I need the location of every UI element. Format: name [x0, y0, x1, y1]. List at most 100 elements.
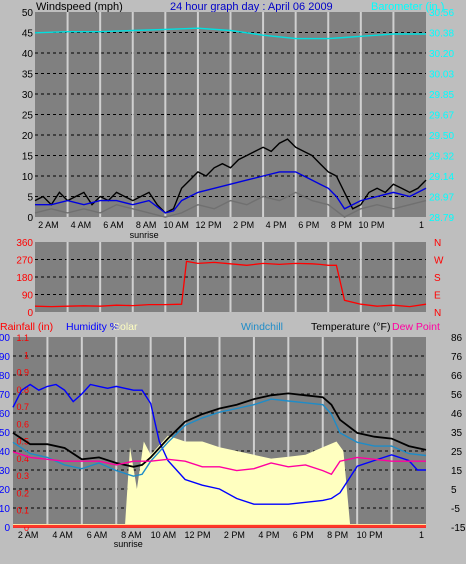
- axis-tick-label: 35: [22, 70, 34, 81]
- time-tick-label: 6 PM: [293, 530, 314, 540]
- axis-tick-label: 30.20: [429, 49, 454, 60]
- wind-series: [34, 27, 427, 218]
- rainfall-tick-label: 1.1: [16, 333, 29, 343]
- wind-time-labels: 2 AM 4 AM 6 AM 8 AM 10 AM 12 PM 2 PM 4 PM 6 PM 8 …: [38, 220, 424, 230]
- axis-tick-label: 100: [0, 333, 10, 344]
- temperature-panel: Rainfall (in) Humidity %Solar Windchill Tem…: [0, 321, 466, 549]
- windspeed-average-line: [35, 171, 427, 214]
- direction-degree-ticks: 360 270 180 90 0: [16, 238, 33, 319]
- axis-tick-label: 50: [22, 8, 34, 19]
- rainfall-tick-label: 0.3: [16, 471, 29, 481]
- temperature-legend: Rainfall (in) Humidity %Solar Windchill Tem…: [0, 321, 440, 333]
- axis-tick-label: 46: [451, 409, 463, 420]
- legend-item: Humidity %: [66, 321, 119, 333]
- axis-tick-label: 360: [16, 238, 33, 249]
- barometer-axis-title: Barometer (in.): [371, 1, 444, 13]
- time-tick-label: 4 PM: [266, 220, 287, 230]
- windspeed-gust-line: [34, 138, 427, 214]
- axis-tick-label: 20: [22, 131, 34, 142]
- axis-tick-label: 66: [451, 371, 463, 382]
- axis-tick-label: 15: [451, 466, 463, 477]
- time-tick-label: 2 AM: [18, 530, 39, 540]
- axis-tick-label: 25: [22, 111, 34, 122]
- time-tick-label: 4 AM: [52, 530, 73, 540]
- time-tick-label: 8 PM: [331, 220, 352, 230]
- axis-tick-label: 29.67: [429, 111, 454, 122]
- rainfall-tick-label: 0.1: [16, 506, 29, 516]
- time-tick-label: 8 AM: [136, 220, 157, 230]
- axis-tick-label: 35: [451, 428, 463, 439]
- axis-tick-label: 29.14: [429, 172, 454, 183]
- axis-tick-label: 80: [0, 371, 10, 382]
- time-tick-label: 2 PM: [233, 220, 254, 230]
- time-tick-label: 8 PM: [327, 530, 348, 540]
- rainfall-tick-label: 0.7: [16, 402, 29, 412]
- axis-tick-label: -15: [451, 523, 466, 534]
- dew-point-line: [12, 451, 426, 476]
- axis-tick-label: 30.56: [429, 8, 454, 19]
- time-tick-label: 12 PM: [184, 530, 210, 540]
- rainfall-ticks: 1.110.90.80.70.60.50.40.30.20.10: [16, 333, 29, 533]
- axis-tick-label: 29.85: [429, 90, 454, 101]
- legend-item: Temperature (°F): [311, 321, 390, 333]
- sunrise-label: sunrise: [130, 230, 159, 240]
- rainfall-tick-label: 0.4: [16, 454, 29, 464]
- barometer-ticks: 30.56 30.38 30.20 30.03 29.85 29.67 29.50 29.32…: [429, 8, 454, 224]
- temperature-line: [12, 392, 427, 468]
- legend-item: Rainfall (in): [0, 321, 53, 333]
- axis-tick-label: 30: [22, 90, 34, 101]
- wind-direction-line: [34, 260, 427, 308]
- rainfall-tick-label: 0.9: [16, 368, 29, 378]
- time-tick-label: 10 AM: [163, 220, 189, 230]
- legend-item: Windchill: [241, 321, 283, 333]
- axis-tick-label: 20: [0, 485, 10, 496]
- time-tick-label: 2 PM: [224, 530, 245, 540]
- axis-tick-label: 270: [16, 256, 33, 267]
- time-tick-label: 6 AM: [87, 530, 108, 540]
- axis-tick-label: N: [434, 308, 441, 319]
- time-tick-label: 6 AM: [103, 220, 124, 230]
- temperature-series: [12, 383, 427, 528]
- time-tick-label: 8 AM: [121, 530, 142, 540]
- axis-tick-label: 70: [0, 390, 10, 401]
- axis-tick-label: 180: [16, 273, 33, 284]
- time-tick-label: 2 AM: [38, 220, 59, 230]
- axis-tick-label: 30.38: [429, 29, 454, 40]
- axis-tick-label: 86: [451, 333, 463, 344]
- axis-tick-label: 90: [22, 291, 34, 302]
- axis-tick-label: 29.32: [429, 152, 454, 163]
- wind-grid: [35, 12, 426, 217]
- rainfall-tick-label: 0.2: [16, 488, 29, 498]
- axis-tick-label: E: [434, 291, 441, 302]
- axis-tick-label: 5: [27, 193, 33, 204]
- barometer-line: [34, 27, 426, 40]
- axis-tick-label: 10: [22, 172, 34, 183]
- temperature-ticks: 86 76 66 56 46 35 25 15 5 -5 -15: [451, 333, 466, 534]
- temperature-time-labels: 2 AM 4 AM 6 AM 8 AM 10 AM 12 PM 2 PM 4 PM 6 PM 8 …: [18, 530, 424, 540]
- axis-tick-label: 0: [27, 308, 33, 319]
- axis-tick-label: -5: [451, 504, 460, 515]
- rainfall-tick-label: 0.6: [16, 419, 29, 429]
- axis-tick-label: 29.50: [429, 131, 454, 142]
- windspeed-line: [34, 191, 427, 218]
- axis-tick-label: 15: [22, 152, 34, 163]
- time-tick-label: 10 PM: [357, 530, 383, 540]
- axis-tick-label: 28.79: [429, 213, 454, 224]
- axis-tick-label: 0: [4, 523, 10, 534]
- time-tick-label: 6 PM: [298, 220, 319, 230]
- axis-tick-label: 30.03: [429, 70, 454, 81]
- rainfall-tick-label: 0.5: [16, 437, 29, 447]
- windchill-line: [12, 398, 427, 477]
- axis-tick-label: 40: [0, 447, 10, 458]
- direction-grid: [35, 242, 426, 312]
- axis-tick-label: 76: [451, 352, 463, 363]
- axis-tick-label: 5: [451, 485, 457, 496]
- sunrise-label: sunrise: [114, 539, 143, 549]
- direction-series: [34, 260, 427, 308]
- time-tick-label: 4 PM: [258, 530, 279, 540]
- time-tick-label: 4 AM: [71, 220, 92, 230]
